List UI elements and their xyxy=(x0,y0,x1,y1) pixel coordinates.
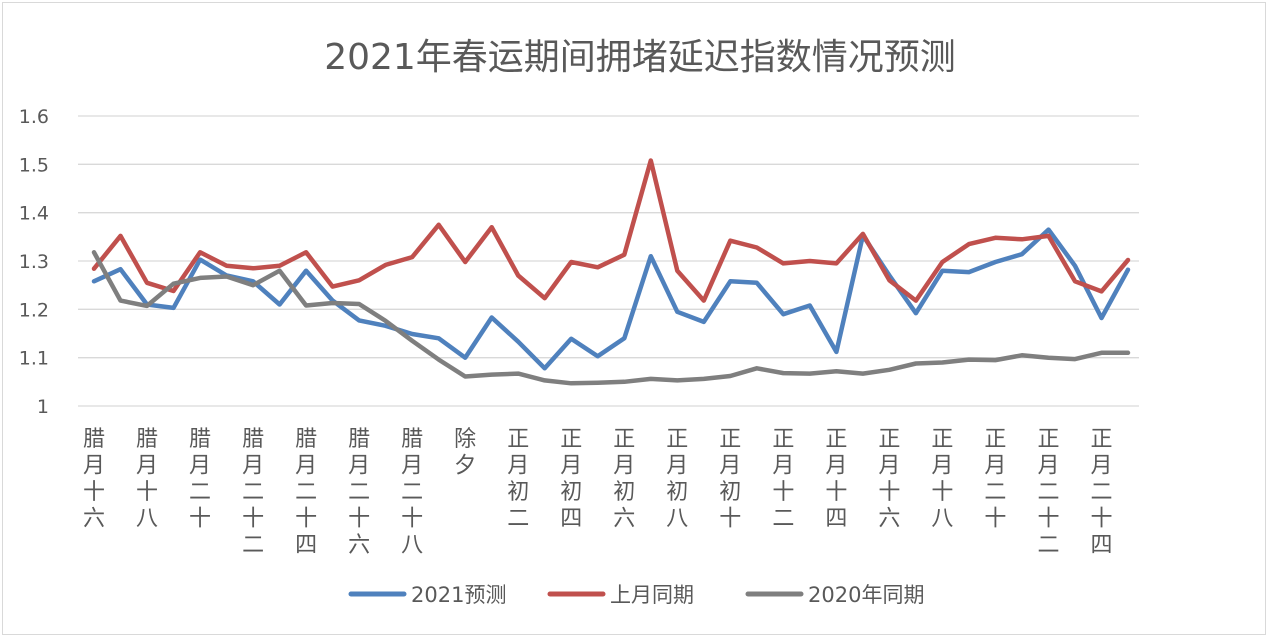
y-tick-label: 1.2 xyxy=(19,299,49,321)
y-tick-label: 1 xyxy=(37,396,49,418)
x-tick-label: 正月初二 xyxy=(507,427,529,532)
x-tick-label: 腊月二十 xyxy=(189,427,211,532)
x-tick-label: 除夕 xyxy=(454,427,476,479)
y-tick-label: 1.6 xyxy=(19,106,49,128)
x-tick-label: 正月十二 xyxy=(772,427,794,532)
x-tick-label: 正月十四 xyxy=(825,427,847,532)
x-tick-label: 腊月二十二 xyxy=(242,427,264,558)
y-axis-tick-labels: 1 1.1 1.2 1.3 1.4 1.5 1.6 xyxy=(19,106,49,418)
legend-label-2: 2020年同期 xyxy=(808,583,924,607)
y-tick-label: 1.4 xyxy=(19,203,49,225)
x-tick-label: 正月二十四 xyxy=(1090,427,1112,558)
chart-svg: 2021年春运期间拥堵延迟指数情况预测 11.11.21.31.41.51.6 … xyxy=(19,37,1139,607)
x-tick-label: 腊月二十六 xyxy=(348,427,370,558)
series-lines xyxy=(91,158,1131,386)
series-line-2 xyxy=(91,250,1131,386)
legend-label-0: 2021预测 xyxy=(411,583,506,607)
x-axis-tick-labels: 腊月十六 腊月十八 腊月二十 腊月二十二 腊月二十四 腊月二十六 腊月二十八 除夕 正月初二 正月… xyxy=(83,427,1113,558)
x-tick-label: 腊月二十八 xyxy=(401,427,423,558)
x-tick-label: 正月初八 xyxy=(666,427,688,532)
legend: 2021预测 上月同期 2020年同期 xyxy=(348,583,924,607)
x-tick-label: 正月二十二 xyxy=(1037,427,1059,558)
series-line-0 xyxy=(91,227,1131,371)
chart-title: 2021年春运期间拥堵延迟指数情况预测 xyxy=(324,37,956,78)
x-tick-label: 正月十六 xyxy=(878,427,900,532)
x-tick-label: 正月初六 xyxy=(613,427,635,532)
x-tick-label: 正月二十 xyxy=(984,427,1006,532)
x-tick-label: 正月初四 xyxy=(560,427,582,532)
legend-label-1: 上月同期 xyxy=(610,583,694,607)
x-tick-label: 腊月十六 xyxy=(83,427,105,532)
x-tick-label: 腊月十八 xyxy=(136,427,158,532)
y-tick-label: 1.5 xyxy=(19,154,49,176)
y-tick-label: 1.3 xyxy=(19,251,49,273)
series-line-1 xyxy=(91,158,1131,303)
gridlines xyxy=(78,115,1139,407)
x-tick-label: 正月十八 xyxy=(931,427,953,532)
y-tick-label: 1.1 xyxy=(19,348,49,370)
x-tick-label: 腊月二十四 xyxy=(295,427,317,558)
x-tick-label: 正月初十 xyxy=(719,427,741,532)
